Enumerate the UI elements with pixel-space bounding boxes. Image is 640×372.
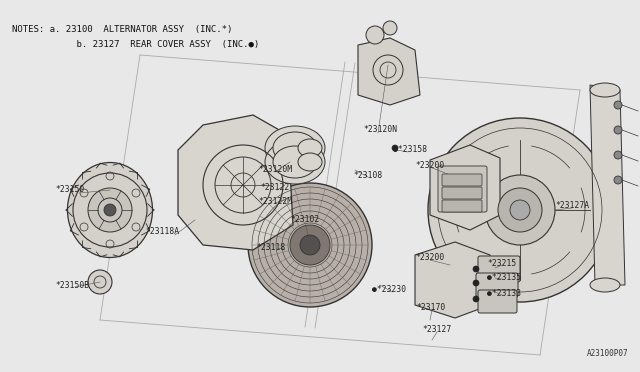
Ellipse shape <box>590 278 620 292</box>
Text: A23100P07: A23100P07 <box>586 349 628 358</box>
Polygon shape <box>590 85 625 285</box>
Text: *23215: *23215 <box>487 259 516 267</box>
Circle shape <box>248 183 372 307</box>
Text: *23120M: *23120M <box>258 166 292 174</box>
Text: ●*23133: ●*23133 <box>487 289 521 298</box>
Text: b. 23127  REAR COVER ASSY  (INC.●): b. 23127 REAR COVER ASSY (INC.●) <box>12 40 259 49</box>
Circle shape <box>510 200 530 220</box>
Text: *23127: *23127 <box>422 326 451 334</box>
FancyBboxPatch shape <box>478 290 517 313</box>
Circle shape <box>498 188 542 232</box>
Text: *23200: *23200 <box>415 160 444 170</box>
Text: *23127A: *23127A <box>555 201 589 209</box>
Circle shape <box>428 118 612 302</box>
Text: ●*23135: ●*23135 <box>487 273 521 282</box>
FancyBboxPatch shape <box>442 187 482 199</box>
Circle shape <box>473 280 479 286</box>
Text: *23118: *23118 <box>256 243 285 251</box>
Circle shape <box>104 204 116 216</box>
Text: *23150: *23150 <box>55 186 84 195</box>
Circle shape <box>614 151 622 159</box>
Text: *23118A: *23118A <box>145 228 179 237</box>
Circle shape <box>614 176 622 184</box>
FancyBboxPatch shape <box>438 166 487 212</box>
Circle shape <box>485 175 555 245</box>
Text: *23122M: *23122M <box>258 198 292 206</box>
Circle shape <box>473 266 479 272</box>
FancyBboxPatch shape <box>476 273 518 297</box>
Circle shape <box>300 235 320 255</box>
Text: ●*23158: ●*23158 <box>393 145 427 154</box>
Text: *23102: *23102 <box>290 215 319 224</box>
Polygon shape <box>415 242 490 318</box>
Ellipse shape <box>265 126 325 170</box>
Circle shape <box>366 26 384 44</box>
Polygon shape <box>178 115 293 250</box>
Ellipse shape <box>590 83 620 97</box>
Polygon shape <box>430 145 500 230</box>
Text: ●*23230: ●*23230 <box>372 285 406 295</box>
FancyBboxPatch shape <box>442 200 482 212</box>
Circle shape <box>473 296 479 302</box>
Ellipse shape <box>273 146 317 178</box>
Ellipse shape <box>67 163 152 257</box>
Text: *23120N: *23120N <box>363 125 397 135</box>
Text: NOTES: a. 23100  ALTERNATOR ASSY  (INC.*): NOTES: a. 23100 ALTERNATOR ASSY (INC.*) <box>12 25 232 34</box>
Text: *23150B: *23150B <box>55 280 89 289</box>
FancyBboxPatch shape <box>478 256 520 282</box>
Text: *23200: *23200 <box>415 253 444 263</box>
Text: *23122: *23122 <box>260 183 289 192</box>
Ellipse shape <box>298 153 322 171</box>
Circle shape <box>88 188 132 232</box>
Text: *23170: *23170 <box>416 304 445 312</box>
Circle shape <box>614 126 622 134</box>
Circle shape <box>290 225 330 265</box>
Circle shape <box>614 101 622 109</box>
FancyBboxPatch shape <box>442 174 482 186</box>
Circle shape <box>88 270 112 294</box>
Circle shape <box>392 145 398 151</box>
Ellipse shape <box>273 132 317 164</box>
Ellipse shape <box>265 140 325 184</box>
Polygon shape <box>358 38 420 105</box>
Text: *23108: *23108 <box>353 170 382 180</box>
Circle shape <box>383 21 397 35</box>
Ellipse shape <box>298 139 322 157</box>
